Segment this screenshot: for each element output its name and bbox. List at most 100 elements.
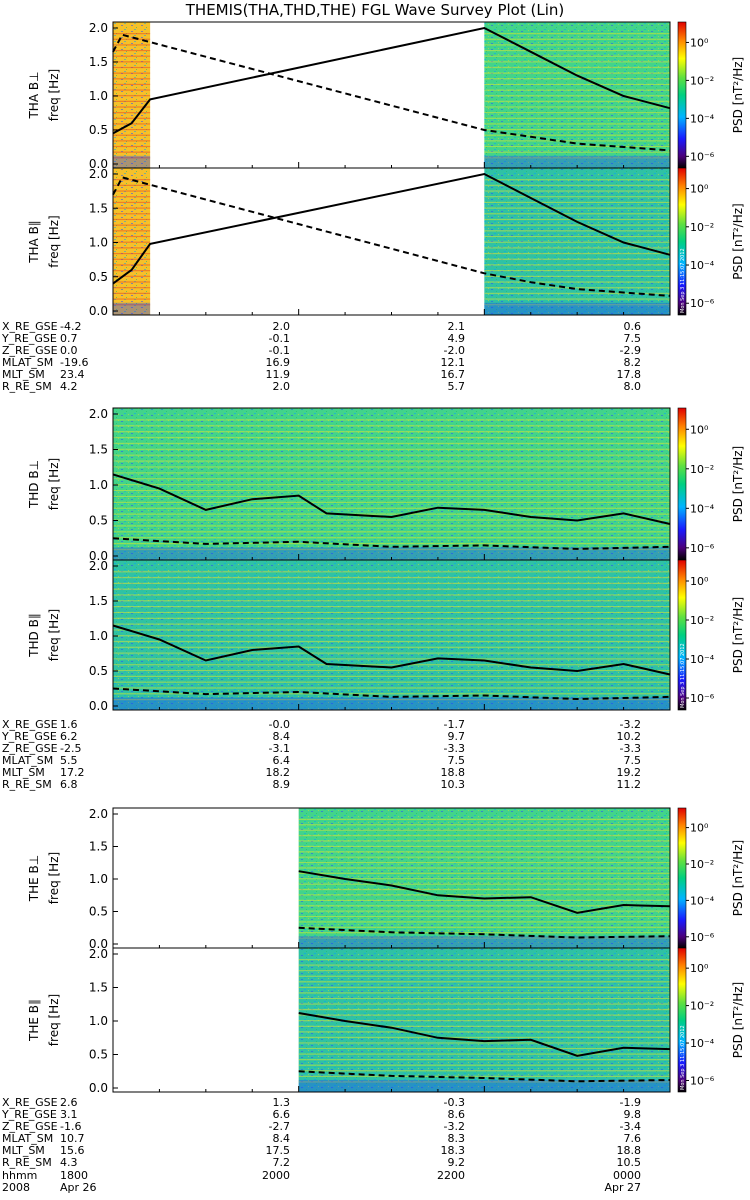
y-tick-label: 1.0 [89,872,108,886]
spectral-band [113,235,151,238]
y-tick-label: 0.0 [89,157,108,171]
spectral-band [298,915,670,918]
spectral-band [113,652,670,654]
time-tick: 2000 [262,1169,290,1182]
spectral-band [298,937,670,939]
date-tick: Apr 27 [604,1181,641,1194]
y-tick-label: 0.5 [89,270,108,284]
spectral-band [298,992,670,994]
spectral-band [113,264,151,266]
spectral-band [298,975,670,977]
colorbar [677,807,687,949]
spectral-band [113,543,670,545]
spectral-band [484,201,670,204]
timestamp-stamp: Mon Sep 3 11:15:07 2012 [680,1025,686,1090]
spectral-band [113,281,151,283]
colorbar-tick-label: 10⁻⁴ [690,112,715,125]
colorbar-tick-label: 10⁻⁶ [690,931,715,944]
colorbar-tick-label: 10⁻⁶ [690,150,715,163]
spectral-band [113,576,670,579]
solid-curve [112,26,671,135]
year-label: 2008 [2,1181,30,1194]
spectral-band [298,1081,670,1083]
panel-ylabel: THA B⊥ [27,71,41,119]
spectrogram-texture [298,948,670,1092]
ephemeris-column: 1.6 6.2 -2.5 5.5 17.2 6.8 [60,718,85,791]
spectral-band [113,258,151,260]
timestamp-stamp: Mon Sep 3 11:15:07 2012 [680,643,686,708]
panel-2: 2.0 1.5 1.0 0.5 0.0 THA B∥ freq [Hz] 10⁰ 10⁻² 10⁻… [27,167,745,318]
spectral-band [484,140,670,142]
spectral-band [484,83,670,86]
spectral-band [298,921,670,923]
ephemeris-column: -0.3 8.6 -3.2 8.3 18.3 9.2 [440,1096,466,1169]
spectral-band [298,932,670,934]
panel-ylabel: THA B∥ [27,220,41,264]
y-tick-label: 0.5 [89,1048,108,1062]
spectral-band [113,190,151,192]
low-freq-floor [484,302,670,315]
timestamp-stamp: Mon Sep 3 11:15:07 2012 [680,248,686,313]
colorbar-tick-label: 10⁻⁶ [690,297,715,310]
solid-curve [298,1012,671,1057]
colorbar-tick-label: 10⁰ [690,575,709,588]
spectral-band [298,1059,670,1061]
spectral-band [484,66,670,69]
spectral-band [113,431,670,433]
low-freq-floor [113,302,151,315]
colorbar-label: PSD [nT²/Hz] [731,840,745,916]
spectral-band [113,275,151,277]
spectral-band [113,179,151,181]
spectral-band [298,997,670,1000]
solid-curve [112,172,671,285]
spectral-band [113,419,670,421]
colorbar-label: PSD [nT²/Hz] [731,57,745,133]
spectral-band [113,466,670,468]
spectral-band [113,640,670,643]
spectral-band [298,1042,670,1044]
spectral-band [484,258,670,260]
spectral-band [113,531,670,533]
freq-axis-label: freq [Hz] [47,458,61,510]
spectrogram-texture [113,560,670,710]
colorbar-tick-label: 10⁻⁶ [690,1074,715,1087]
y-tick-label: 1.5 [89,201,108,215]
panel-3: 2.0 1.5 1.0 0.5 0.0 THD B⊥ freq [Hz] 10⁰ 10⁻² 10⁻… [27,407,745,563]
solid-curve [112,624,671,676]
y-tick-label: 2.0 [89,947,108,961]
spectral-band [113,513,670,515]
panel-ylabel: THE B∥ [27,999,41,1042]
spectral-band [113,495,670,498]
spectral-band [484,117,670,119]
panel-ylabel: THE B⊥ [27,855,41,902]
colorbar-tick-label: 10⁻² [690,74,714,87]
spectral-band [298,1075,670,1077]
colorbar-tick-label: 10⁻⁶ [690,692,715,705]
time-tick: 2200 [437,1169,465,1182]
spectral-band [113,196,151,198]
spectral-band [113,252,151,255]
spectral-band [298,1020,670,1022]
spectral-band [298,845,670,847]
low-freq-floor [113,155,151,168]
spectral-band [484,270,670,272]
spectral-band [298,872,670,874]
y-tick-label: 1.0 [89,629,108,643]
spectral-band [113,484,670,486]
spectral-band [113,664,670,666]
spectral-band [113,699,670,701]
spectral-band [113,669,670,672]
spectral-band [113,425,670,427]
spectral-band [298,964,670,966]
panel-5: 2.0 1.5 1.0 0.5 0.0 THE B⊥ freq [Hz] 10⁰ 10⁻² 10⁻… [27,807,745,951]
plot-title: THEMIS(THA,THD,THE) FGL Wave Survey Plot… [185,1,565,19]
spectral-band [484,190,670,192]
ephemeris-column: -3.2 10.2 -3.3 7.5 19.2 11.2 [616,718,642,791]
spectral-band [484,55,670,57]
dashed-curve [112,687,671,701]
spectral-band [298,824,670,826]
spectral-band [484,275,670,277]
y-tick-label: 0.5 [89,514,108,528]
dashed-curve [112,33,671,152]
spectral-band [484,134,670,136]
